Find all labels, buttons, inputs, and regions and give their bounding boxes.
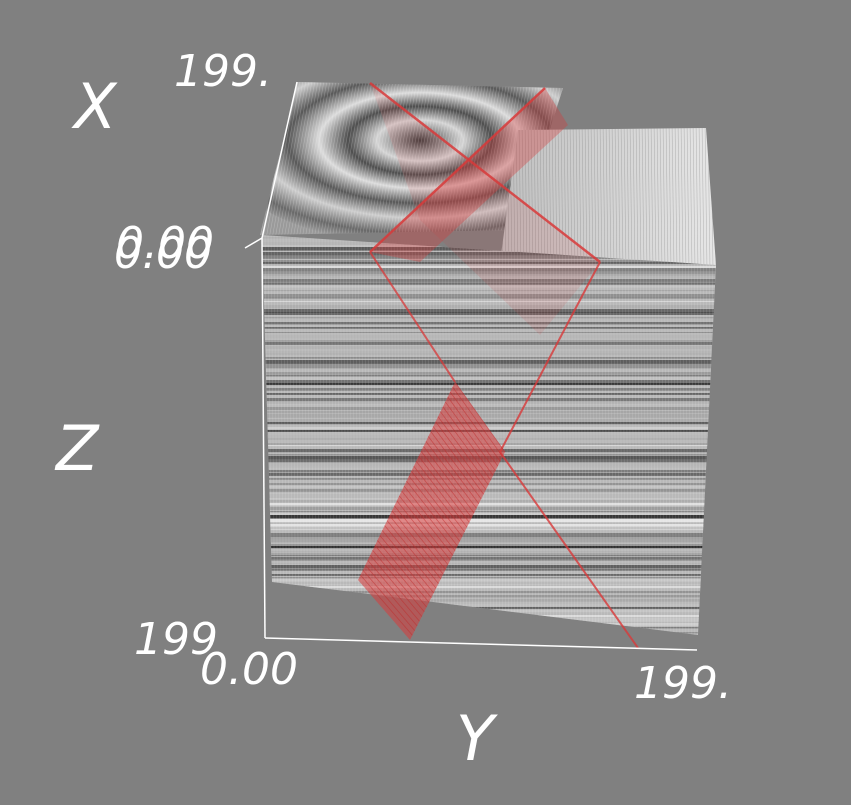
z-axis-min-label: 0.00	[114, 228, 212, 279]
z-axis-max-label: 199	[134, 614, 218, 665]
x-axis-min-label: 0.00	[116, 218, 214, 269]
y-axis-min-label: 0.00	[200, 644, 298, 695]
axes-outline	[244, 81, 698, 651]
z-axis-title: Z	[56, 412, 99, 485]
x-axis-title: X	[74, 70, 117, 143]
slice-plane-2	[358, 87, 568, 640]
slice-plane-1	[369, 82, 639, 649]
volume-front-face	[262, 235, 716, 635]
y-axis-title: Y	[456, 702, 494, 775]
x-axis-max-label: 199.	[174, 46, 272, 97]
y-axis-max-label: 199.	[634, 658, 732, 709]
